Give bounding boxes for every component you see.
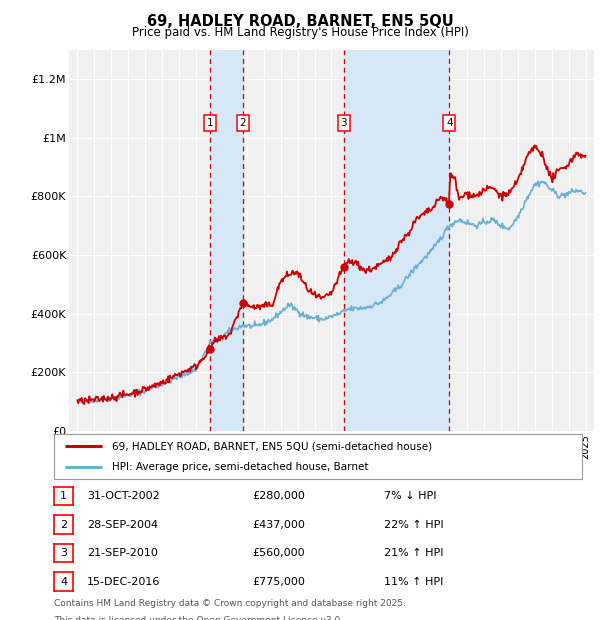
Text: 22% ↑ HPI: 22% ↑ HPI [384, 520, 443, 529]
Text: 69, HADLEY ROAD, BARNET, EN5 5QU: 69, HADLEY ROAD, BARNET, EN5 5QU [146, 14, 454, 29]
Text: This data is licensed under the Open Government Licence v3.0.: This data is licensed under the Open Gov… [54, 616, 343, 620]
Text: HPI: Average price, semi-detached house, Barnet: HPI: Average price, semi-detached house,… [112, 463, 368, 472]
Text: 2: 2 [239, 118, 246, 128]
Text: 21-SEP-2010: 21-SEP-2010 [87, 548, 158, 558]
Text: 4: 4 [446, 118, 452, 128]
Text: 3: 3 [340, 118, 347, 128]
Bar [210, 50, 242, 431]
Text: 69, HADLEY ROAD, BARNET, EN5 5QU (semi-detached house): 69, HADLEY ROAD, BARNET, EN5 5QU (semi-d… [112, 441, 432, 451]
Text: 7% ↓ HPI: 7% ↓ HPI [384, 491, 437, 501]
Text: 4: 4 [60, 577, 67, 587]
Text: 3: 3 [60, 548, 67, 558]
Text: 1: 1 [60, 491, 67, 501]
Text: £775,000: £775,000 [252, 577, 305, 587]
Text: 2: 2 [60, 520, 67, 529]
Text: Contains HM Land Registry data © Crown copyright and database right 2025.: Contains HM Land Registry data © Crown c… [54, 599, 406, 608]
Text: Price paid vs. HM Land Registry's House Price Index (HPI): Price paid vs. HM Land Registry's House … [131, 26, 469, 39]
Text: 11% ↑ HPI: 11% ↑ HPI [384, 577, 443, 587]
Text: 28-SEP-2004: 28-SEP-2004 [87, 520, 158, 529]
Text: 1: 1 [207, 118, 214, 128]
Bar [344, 50, 449, 431]
Text: £560,000: £560,000 [252, 548, 305, 558]
Text: 15-DEC-2016: 15-DEC-2016 [87, 577, 160, 587]
Text: 21% ↑ HPI: 21% ↑ HPI [384, 548, 443, 558]
Text: £280,000: £280,000 [252, 491, 305, 501]
Text: 31-OCT-2002: 31-OCT-2002 [87, 491, 160, 501]
Text: £437,000: £437,000 [252, 520, 305, 529]
